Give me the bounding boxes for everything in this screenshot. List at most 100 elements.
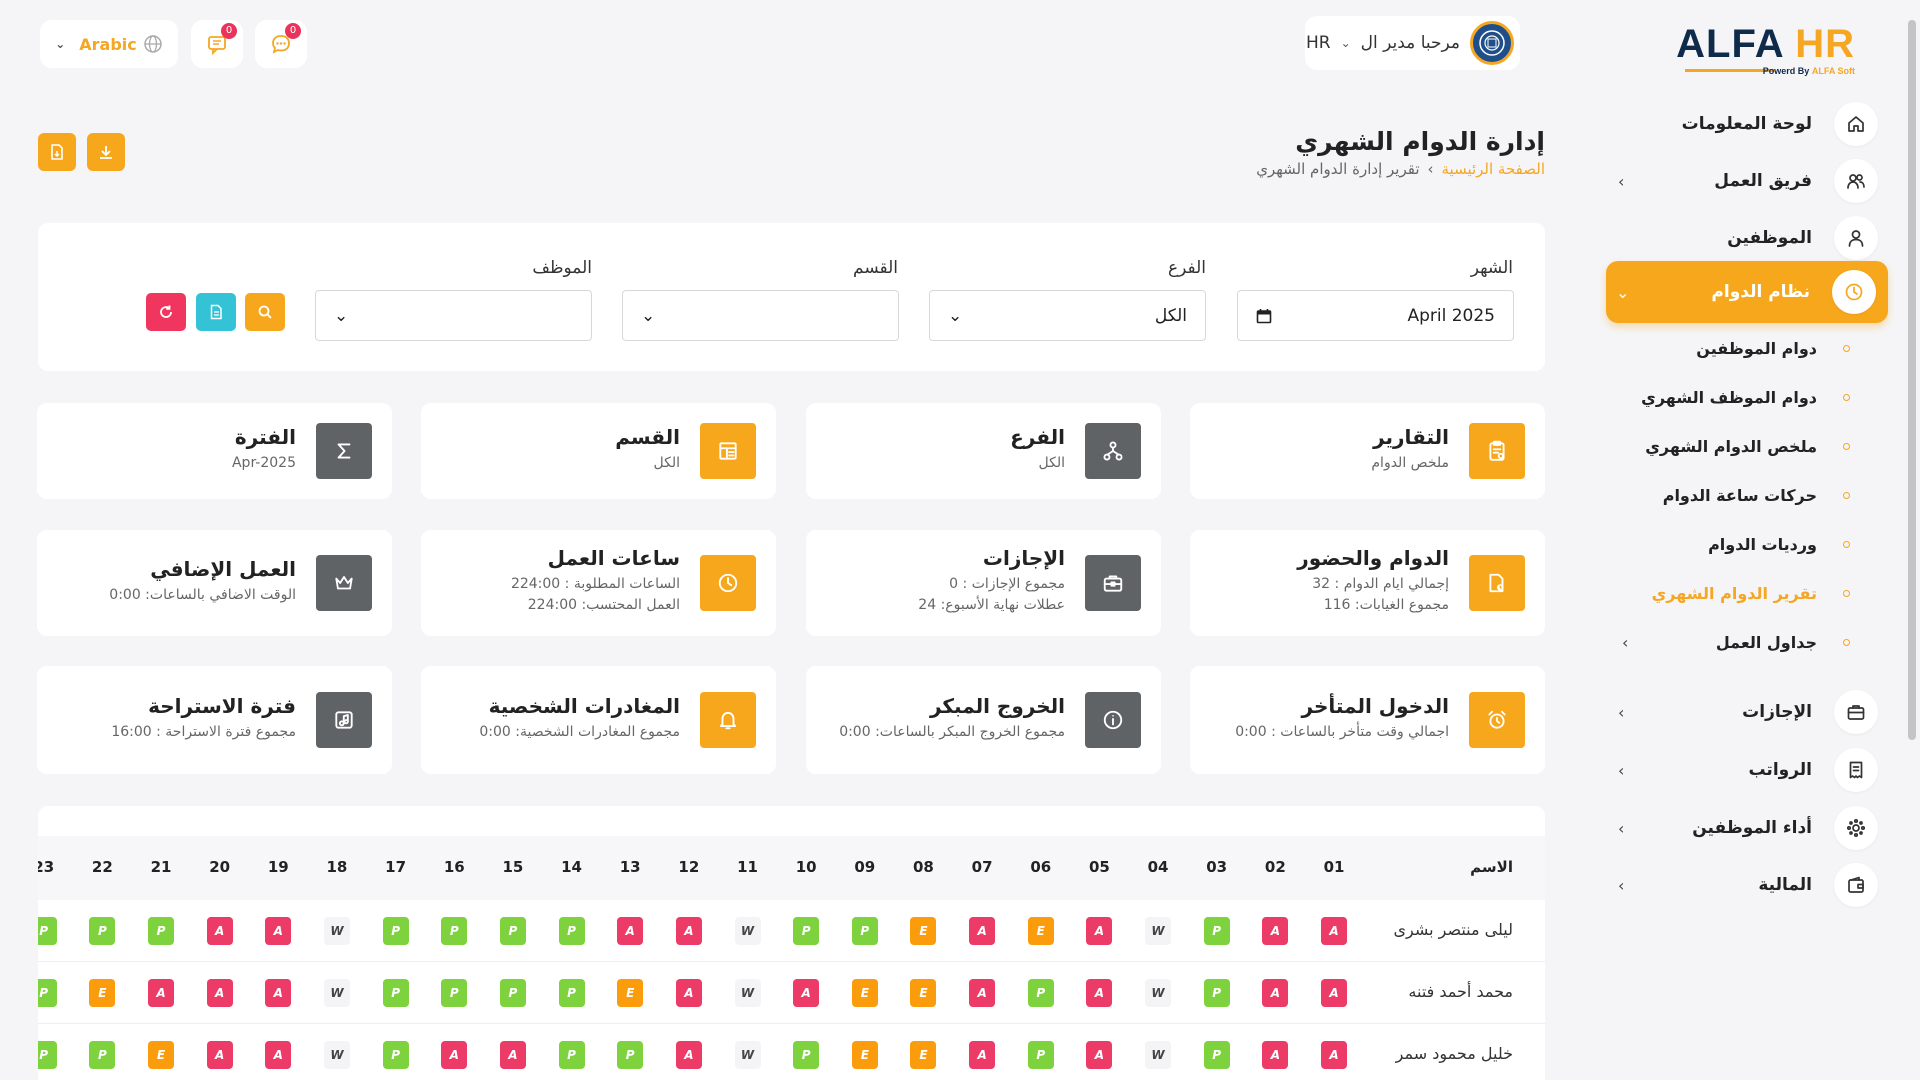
column-header-day[interactable]: 05: [1088, 858, 1110, 876]
language-selector[interactable]: ⌄ Arabic: [40, 20, 178, 68]
column-header-day[interactable]: 12: [678, 858, 700, 876]
attendance-cell[interactable]: A: [793, 979, 820, 1007]
sidebar-item-performance[interactable]: أداء الموظفين ‹: [1608, 799, 1890, 857]
column-header-day[interactable]: 03: [1206, 858, 1228, 876]
attendance-cell[interactable]: W: [734, 1041, 761, 1069]
attendance-cell[interactable]: W: [734, 917, 761, 945]
column-header-day[interactable]: 09: [854, 858, 876, 876]
column-header-day[interactable]: 02: [1264, 858, 1286, 876]
column-header-name[interactable]: الاسم: [1470, 858, 1513, 876]
attendance-cell[interactable]: P: [793, 1041, 820, 1069]
sidebar-item-users[interactable]: فريق العمل ‹: [1608, 152, 1890, 210]
attendance-cell[interactable]: P: [1027, 979, 1054, 1007]
attendance-cell[interactable]: P: [1027, 1041, 1054, 1069]
employee-select[interactable]: ⌄: [315, 290, 592, 341]
attendance-cell[interactable]: P: [38, 917, 57, 945]
attendance-cell[interactable]: A: [265, 1041, 292, 1069]
column-header-day[interactable]: 11: [737, 858, 758, 876]
sidebar-subitem[interactable]: دوام الموظفين: [1610, 326, 1890, 370]
attendance-cell[interactable]: E: [1027, 917, 1054, 945]
column-header-day[interactable]: 07: [971, 858, 993, 876]
column-header-day[interactable]: 18: [326, 858, 348, 876]
attendance-cell[interactable]: P: [382, 1041, 409, 1069]
attendance-cell[interactable]: A: [265, 979, 292, 1007]
column-header-day[interactable]: 01: [1323, 858, 1345, 876]
download-button[interactable]: [87, 133, 125, 171]
reset-button[interactable]: [146, 293, 186, 331]
attendance-cell[interactable]: P: [793, 917, 820, 945]
attendance-cell[interactable]: P: [89, 917, 116, 945]
column-header-day[interactable]: 23: [38, 858, 55, 876]
attendance-cell[interactable]: A: [969, 917, 996, 945]
column-header-day[interactable]: 17: [385, 858, 407, 876]
attendance-cell[interactable]: P: [1203, 979, 1230, 1007]
attendance-cell[interactable]: W: [323, 917, 350, 945]
attendance-cell[interactable]: P: [441, 917, 468, 945]
attendance-cell[interactable]: A: [675, 917, 702, 945]
attendance-cell[interactable]: A: [206, 979, 233, 1007]
attendance-cell[interactable]: A: [206, 1041, 233, 1069]
attendance-cell[interactable]: A: [206, 917, 233, 945]
attendance-cell[interactable]: A: [441, 1041, 468, 1069]
attendance-cell[interactable]: E: [851, 979, 878, 1007]
column-header-day[interactable]: 08: [913, 858, 934, 876]
attendance-cell[interactable]: A: [1321, 1041, 1347, 1069]
section-select[interactable]: ⌄: [622, 290, 899, 341]
attendance-cell[interactable]: E: [910, 917, 937, 945]
attendance-cell[interactable]: P: [1203, 917, 1230, 945]
attendance-cell[interactable]: E: [148, 1041, 174, 1069]
attendance-cell[interactable]: P: [38, 979, 57, 1007]
attendance-cell[interactable]: W: [1145, 1041, 1172, 1069]
column-header-day[interactable]: 22: [91, 858, 113, 876]
sidebar-subitem[interactable]: حركات ساعة الدوام: [1610, 473, 1890, 517]
attendance-cell[interactable]: E: [910, 979, 937, 1007]
attendance-cell[interactable]: A: [1086, 979, 1113, 1007]
column-header-day[interactable]: 06: [1030, 858, 1052, 876]
attendance-cell[interactable]: P: [89, 1041, 116, 1069]
attendance-cell[interactable]: W: [1145, 979, 1172, 1007]
column-header-day[interactable]: 21: [150, 858, 172, 876]
attendance-cell[interactable]: P: [382, 979, 409, 1007]
attendance-cell[interactable]: A: [969, 1041, 996, 1069]
table-row[interactable]: محمد أحمد فتنه A A P W A P A E E A W A E P P P P W A A A E P: [38, 962, 1545, 1024]
attendance-cell[interactable]: W: [1145, 917, 1172, 945]
attendance-cell[interactable]: P: [441, 979, 468, 1007]
sidebar-item-wallet[interactable]: المالية ‹: [1608, 856, 1890, 914]
attendance-cell[interactable]: P: [499, 979, 526, 1007]
sidebar-item-home[interactable]: لوحة المعلومات: [1608, 95, 1890, 153]
month-picker[interactable]: April 2025: [1237, 290, 1514, 341]
attendance-cell[interactable]: P: [38, 1041, 57, 1069]
sidebar-item-user[interactable]: الموظفين: [1608, 209, 1890, 267]
attendance-cell[interactable]: A: [265, 917, 292, 945]
column-header-day[interactable]: 10: [795, 858, 817, 876]
attendance-cell[interactable]: P: [382, 917, 409, 945]
attendance-cell[interactable]: E: [910, 1041, 937, 1069]
sidebar-subitem[interactable]: تقرير الدوام الشهري: [1610, 571, 1890, 615]
breadcrumb-home[interactable]: الصفحة الرئيسية: [1441, 160, 1546, 178]
sidebar-subitem[interactable]: ملخص الدوام الشهري: [1610, 424, 1890, 468]
column-header-day[interactable]: 19: [267, 858, 289, 876]
attendance-cell[interactable]: P: [1203, 1041, 1230, 1069]
column-header-day[interactable]: 13: [619, 858, 641, 876]
attendance-cell[interactable]: P: [558, 1041, 585, 1069]
column-header-day[interactable]: 20: [209, 858, 231, 876]
table-row[interactable]: خليل محمود سمر A A P W A P A E E P W A P P A A P W A A E P P: [38, 1024, 1545, 1080]
attendance-cell[interactable]: A: [1262, 917, 1289, 945]
attendance-cell[interactable]: A: [675, 1041, 702, 1069]
attendance-cell[interactable]: A: [1321, 979, 1347, 1007]
attendance-cell[interactable]: A: [499, 1041, 526, 1069]
export-pdf-button[interactable]: [38, 133, 76, 171]
attendance-cell[interactable]: P: [499, 917, 526, 945]
attendance-cell[interactable]: E: [617, 979, 644, 1007]
column-header-day[interactable]: 16: [443, 858, 465, 876]
column-header-day[interactable]: 04: [1147, 858, 1169, 876]
attendance-cell[interactable]: P: [558, 979, 585, 1007]
attendance-cell[interactable]: A: [969, 979, 996, 1007]
attendance-cell[interactable]: A: [1086, 917, 1113, 945]
chat-button[interactable]: 0: [191, 20, 243, 68]
sidebar-subitem[interactable]: جداول العمل ‹: [1610, 620, 1890, 664]
attendance-cell[interactable]: W: [323, 1041, 350, 1069]
attendance-cell[interactable]: A: [1262, 979, 1289, 1007]
branch-select[interactable]: ⌄ الكل: [929, 290, 1206, 341]
attendance-cell[interactable]: A: [1262, 1041, 1289, 1069]
